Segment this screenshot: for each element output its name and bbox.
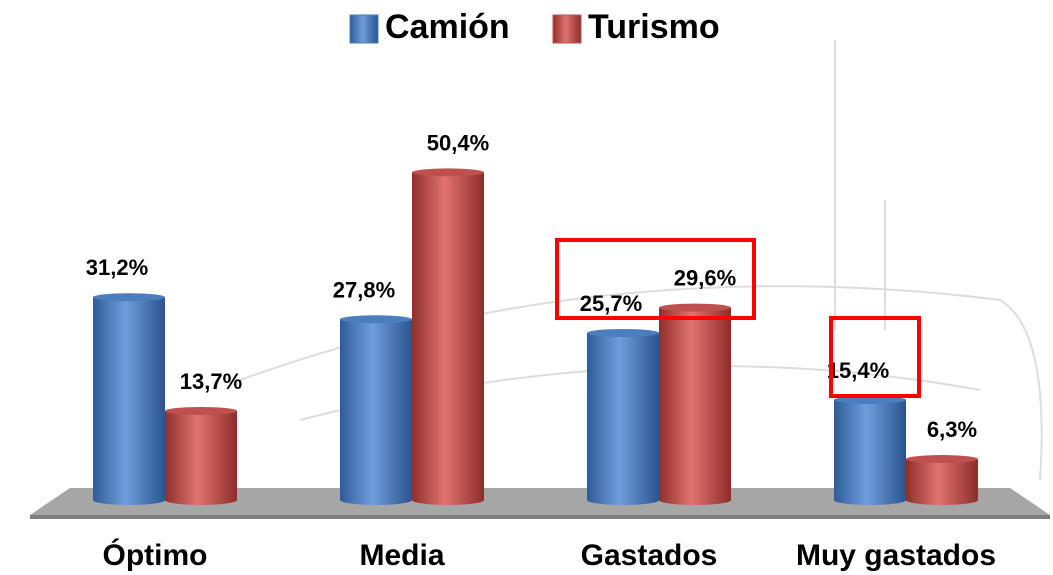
value-label: 6,3% xyxy=(927,417,977,442)
value-label: 29,6% xyxy=(674,266,736,291)
value-label: 31,2% xyxy=(86,255,148,280)
value-label: 25,7% xyxy=(580,291,642,316)
bar-body xyxy=(412,172,484,500)
bar xyxy=(412,168,484,505)
legend: Camión Turismo xyxy=(349,8,720,46)
plot: Óptimo 31,2% 13,7% Media 27,8% 50,4% Gastados 2… xyxy=(86,130,996,572)
legend-label: Turismo xyxy=(588,8,720,46)
x-tick-label: Óptimo xyxy=(103,538,208,572)
bar xyxy=(587,328,659,505)
legend-swatch xyxy=(552,14,582,44)
bar xyxy=(340,315,412,505)
bar-top xyxy=(412,168,484,177)
bar xyxy=(906,455,978,505)
highlight-box xyxy=(829,316,921,398)
legend-label: Camión xyxy=(385,8,510,46)
floor xyxy=(30,488,1050,515)
x-tick-label: Muy gastados xyxy=(796,539,996,572)
bar-top xyxy=(165,406,237,415)
value-label: 13,7% xyxy=(180,369,242,394)
x-tick-label: Gastados xyxy=(581,539,718,572)
bar-top xyxy=(659,303,731,312)
bar xyxy=(165,406,237,505)
value-label: 27,8% xyxy=(333,277,395,302)
bar-top xyxy=(587,328,659,337)
bar-body xyxy=(165,410,237,500)
highlight-box xyxy=(555,238,756,320)
bar xyxy=(659,303,731,505)
value-label: 15,4% xyxy=(827,358,889,383)
bar xyxy=(834,395,906,505)
bar xyxy=(93,293,165,505)
x-tick-label: Media xyxy=(359,539,444,572)
bar-body xyxy=(587,332,659,500)
floor-edge xyxy=(30,515,1050,519)
bar-body xyxy=(659,307,731,500)
bar-body xyxy=(834,399,906,500)
bar-top xyxy=(340,315,412,324)
bar-top xyxy=(93,293,165,302)
bar-body xyxy=(93,297,165,500)
bar-body xyxy=(906,459,978,500)
legend-swatch xyxy=(349,14,379,44)
bar-top xyxy=(906,455,978,464)
value-label: 50,4% xyxy=(427,130,489,155)
bar-body xyxy=(340,319,412,500)
